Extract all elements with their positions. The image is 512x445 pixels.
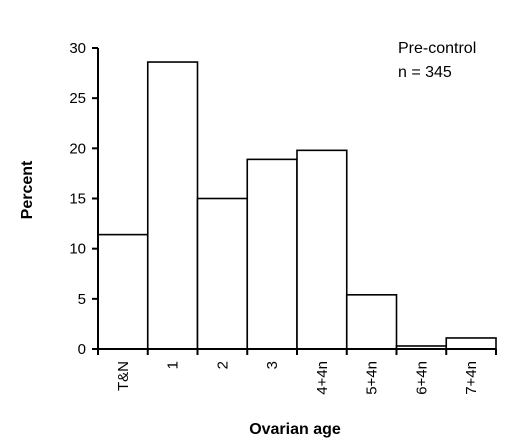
y-tick-label-1: 5 xyxy=(78,291,86,308)
x-tick-label-1: 1 xyxy=(165,361,182,369)
y-tick-label-0: 0 xyxy=(78,341,86,358)
bar-0 xyxy=(97,233,149,350)
y-tick-label-5: 25 xyxy=(69,90,86,107)
bar-2 xyxy=(196,197,249,350)
y-tick-label-3: 15 xyxy=(69,191,86,208)
labels-layer: 0 5 10 15 20 25 30 T&N 1 2 3 4+4n 5+4n 6+4n 7+4n xyxy=(69,40,480,395)
bar-3 xyxy=(246,158,298,350)
x-axis-title: Ovarian age xyxy=(249,421,341,438)
x-tick-label-2: 2 xyxy=(214,361,231,369)
bar-7 xyxy=(445,337,497,350)
x-tick-label-0: T&N xyxy=(115,361,132,391)
y-tick-label-2: 10 xyxy=(69,241,86,258)
annotation-line-1: Pre-control xyxy=(398,40,476,57)
bars-layer xyxy=(97,61,497,350)
y-axis-title: Percent xyxy=(19,160,36,219)
y-tick-label-4: 20 xyxy=(69,140,86,157)
x-tick-label-3: 3 xyxy=(264,361,281,369)
axes-layer xyxy=(92,47,497,355)
bar-5 xyxy=(345,294,398,350)
bar-1 xyxy=(146,61,199,350)
y-tick-label-6: 30 xyxy=(69,40,86,57)
x-tick-label-6: 6+4n xyxy=(413,361,430,395)
x-tick-label-7: 7+4n xyxy=(463,361,480,395)
x-tick-label-5: 5+4n xyxy=(364,361,381,395)
x-tick-label-4: 4+4n xyxy=(314,361,331,395)
bar-4 xyxy=(296,149,348,350)
annotation-line-2: n = 345 xyxy=(398,64,452,81)
